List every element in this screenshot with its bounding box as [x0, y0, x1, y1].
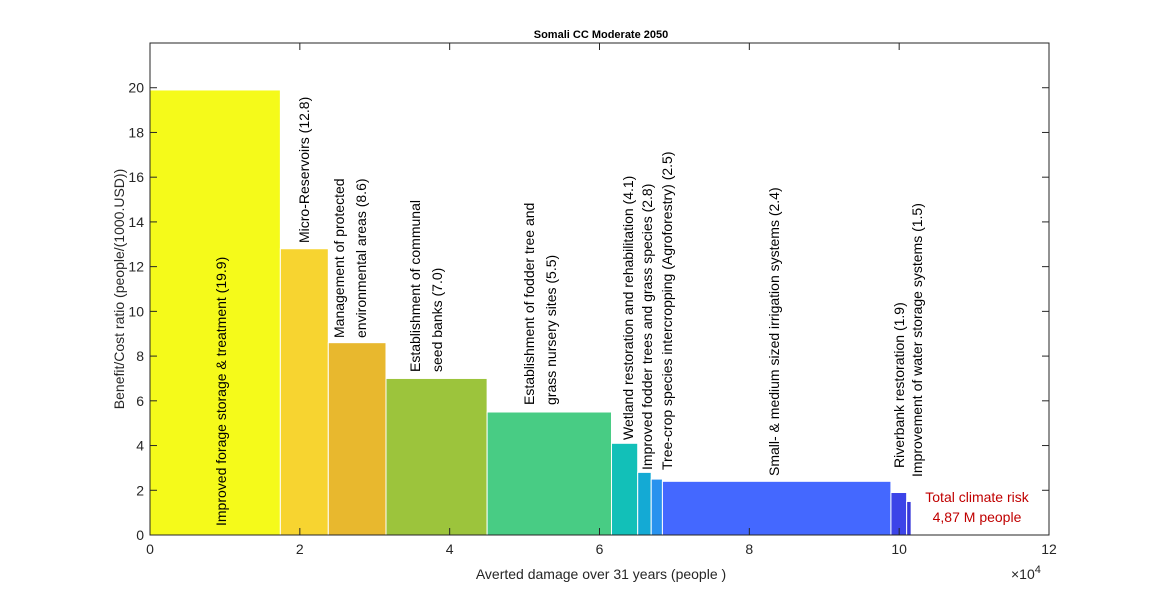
y-tick-label: 14	[128, 214, 144, 230]
x-tick-label: 8	[745, 541, 753, 557]
x-tick-label: 6	[596, 541, 604, 557]
y-tick-label: 6	[136, 393, 144, 409]
bar-label-3: environmental areas (8.6)	[353, 178, 369, 338]
bar-1	[149, 89, 281, 536]
x-axis-multiplier-base: ×10	[1011, 566, 1035, 582]
bar-label-5: grass nursery sites (5.5)	[543, 255, 559, 405]
bar-label-9: Small- & medium sized irrigation systems…	[766, 187, 782, 476]
y-tick-label: 8	[136, 348, 144, 364]
y-axis-label: Benefit/Cost ratio (people/(1000.USD))	[111, 169, 127, 409]
x-tick-label: 4	[446, 541, 454, 557]
x-axis-label: Averted damage over 31 years (people )	[476, 566, 726, 582]
bar-label-11: Improvement of water storage systems (1.…	[909, 203, 925, 477]
chart-title: Somali CC Moderate 2050	[534, 29, 669, 41]
y-tick-label: 2	[136, 482, 144, 498]
bar-4	[385, 377, 488, 536]
bar-2	[279, 248, 329, 536]
bar-label-10: Riverbank restoration (1.9)	[891, 302, 907, 468]
y-tick-label: 16	[128, 169, 144, 185]
bar-5	[486, 411, 612, 536]
bar-9	[661, 480, 892, 536]
x-axis-multiplier-exponent: 4	[1035, 564, 1041, 576]
y-tick-label: 12	[128, 259, 144, 275]
y-tick-label: 10	[128, 303, 144, 319]
ticks-layer: 0 2 4 6 8 10 12 0 2 4 6 8 10 12 14 16 18 20	[128, 43, 1057, 557]
bar-label-6: Wetland restoration and rehabilitation (…	[620, 176, 636, 440]
bar-8	[650, 478, 663, 536]
bar-label-5: Establishment of fodder tree and	[521, 203, 537, 405]
x-tick-label: 12	[1041, 541, 1057, 557]
bar-label-1: Improved forage storage & treatment (19.…	[213, 257, 229, 526]
x-tick-label: 2	[296, 541, 304, 557]
x-axis-multiplier: ×104	[1011, 564, 1041, 582]
bar-labels-layer: Improved forage storage & treatment (19.…	[213, 97, 925, 526]
total-risk-annotation: 4,87 M people	[933, 509, 1022, 525]
y-tick-label: 20	[128, 80, 144, 96]
bar-6	[610, 442, 639, 536]
bars-layer	[149, 89, 912, 536]
bar-7	[637, 471, 652, 536]
annotation-layer: Total climate risk 4,87 M people	[925, 489, 1029, 525]
bar-label-3: Management of protected	[331, 178, 347, 338]
bar-label-4: Establishment of communal	[407, 200, 423, 372]
y-tick-label: 4	[136, 438, 144, 454]
bar-label-2: Micro-Reservoirs (12.8)	[296, 97, 312, 243]
bar-3	[327, 342, 387, 536]
bar-label-4: seed banks (7.0)	[429, 268, 445, 372]
y-tick-label: 18	[128, 124, 144, 140]
x-tick-label: 0	[146, 541, 154, 557]
bar-label-7: Improved fodder trees and grass species …	[639, 184, 655, 470]
total-risk-annotation: Total climate risk	[925, 489, 1029, 505]
x-tick-label: 10	[891, 541, 907, 557]
y-tick-label: 0	[136, 527, 144, 543]
bar-11	[906, 500, 912, 536]
bar-label-8: Tree-crop species intercropping (Agrofor…	[659, 152, 675, 471]
